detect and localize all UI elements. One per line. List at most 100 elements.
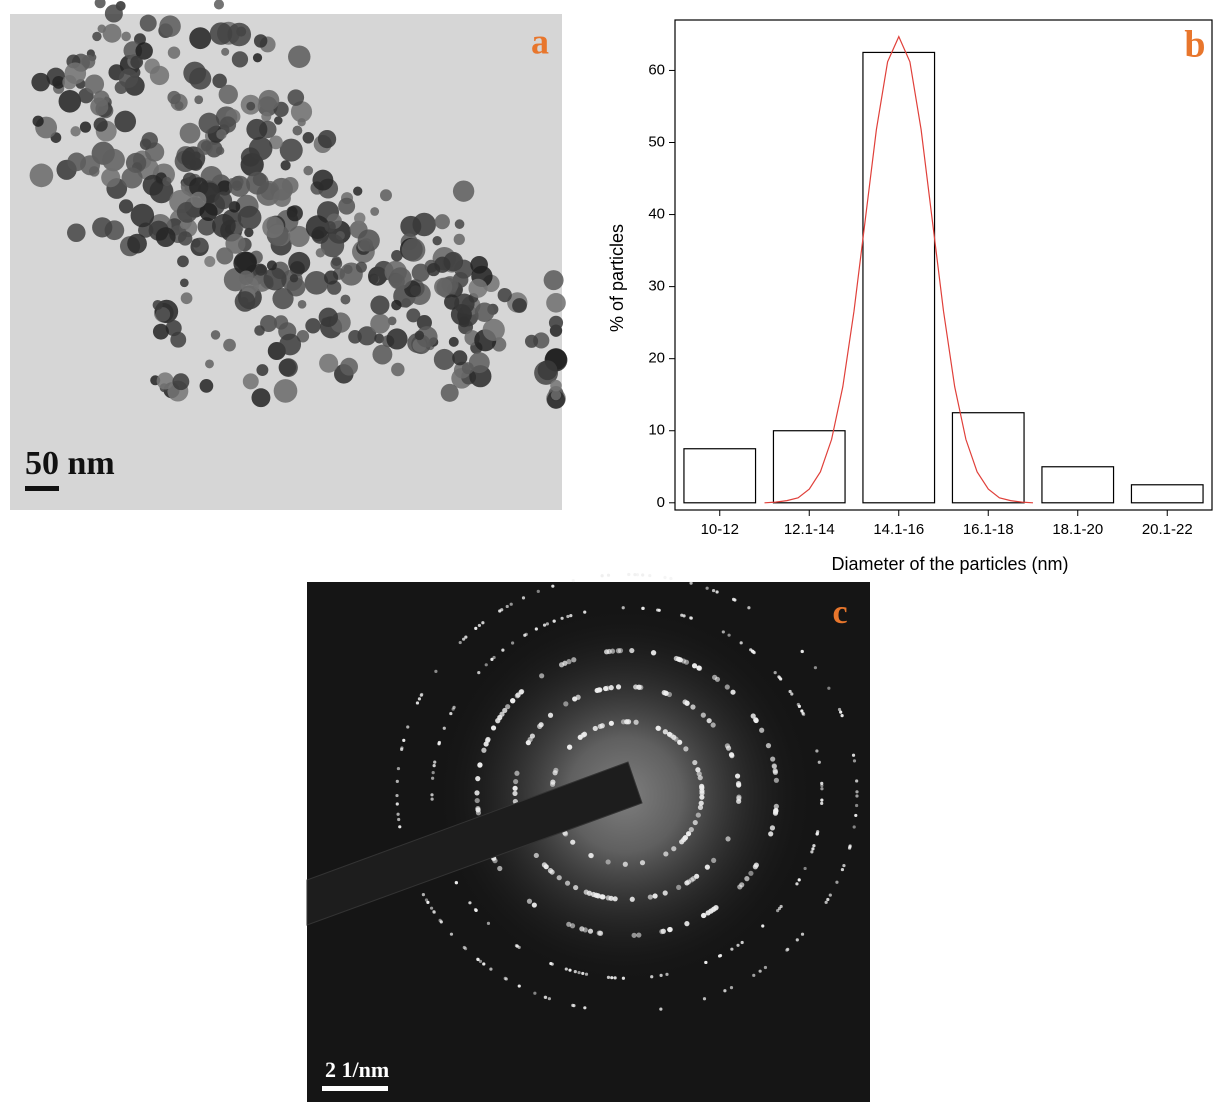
spot bbox=[560, 616, 564, 620]
spot bbox=[752, 973, 756, 977]
x-tick-label: 10-12 bbox=[701, 521, 739, 538]
spot bbox=[820, 798, 824, 802]
particle bbox=[468, 278, 488, 298]
spot bbox=[481, 747, 487, 753]
particle bbox=[273, 379, 298, 403]
spot bbox=[679, 839, 685, 845]
spot bbox=[396, 766, 401, 771]
particle bbox=[70, 126, 81, 137]
particle bbox=[269, 135, 283, 150]
particle bbox=[448, 336, 459, 347]
spot bbox=[610, 976, 614, 980]
particle bbox=[427, 262, 441, 277]
spot bbox=[474, 790, 480, 796]
spot bbox=[513, 778, 519, 785]
particle bbox=[401, 298, 412, 308]
particle bbox=[242, 373, 259, 390]
particle bbox=[180, 292, 193, 305]
panel-label: c bbox=[832, 594, 847, 631]
spot bbox=[684, 921, 690, 927]
spot bbox=[442, 726, 446, 730]
spot bbox=[549, 961, 553, 966]
particle bbox=[279, 333, 302, 356]
spot bbox=[811, 847, 815, 851]
spot bbox=[772, 768, 778, 774]
spot bbox=[800, 709, 804, 713]
spot bbox=[815, 749, 819, 753]
particle bbox=[197, 217, 216, 236]
spot bbox=[812, 844, 816, 848]
particle bbox=[355, 261, 367, 273]
spot bbox=[429, 906, 434, 910]
spot bbox=[608, 895, 614, 901]
spot bbox=[432, 763, 436, 768]
spot bbox=[515, 944, 519, 948]
particle bbox=[391, 362, 405, 377]
fit-curve bbox=[764, 35, 1034, 504]
spot bbox=[744, 876, 750, 882]
particle bbox=[213, 0, 224, 10]
spot bbox=[599, 894, 605, 900]
spot bbox=[484, 738, 491, 744]
particle bbox=[118, 199, 134, 214]
particle bbox=[548, 315, 564, 330]
spot bbox=[692, 759, 698, 766]
particle bbox=[176, 201, 198, 223]
spot bbox=[510, 641, 515, 645]
spot bbox=[556, 875, 562, 881]
spot bbox=[597, 930, 604, 936]
spot bbox=[750, 649, 755, 653]
spot bbox=[584, 972, 589, 976]
x-tick-label: 14.1-16 bbox=[873, 521, 924, 538]
spot bbox=[500, 608, 504, 612]
particle bbox=[391, 249, 403, 262]
spot bbox=[499, 711, 505, 717]
spot bbox=[477, 762, 483, 768]
spot bbox=[495, 718, 501, 724]
spot bbox=[509, 602, 513, 606]
spot bbox=[533, 852, 539, 859]
particle bbox=[454, 293, 475, 314]
spot bbox=[682, 835, 688, 841]
spot bbox=[813, 666, 818, 670]
spot bbox=[697, 775, 703, 781]
spot bbox=[510, 698, 516, 704]
spot bbox=[397, 817, 401, 822]
spot bbox=[710, 722, 716, 728]
spot bbox=[553, 767, 559, 773]
particle bbox=[214, 191, 233, 210]
spot bbox=[802, 712, 806, 717]
particle bbox=[79, 121, 92, 133]
spot bbox=[571, 1003, 575, 1007]
spot bbox=[564, 880, 571, 886]
particle bbox=[216, 129, 227, 140]
spot bbox=[629, 896, 635, 902]
spot bbox=[490, 657, 494, 661]
spot bbox=[824, 900, 828, 904]
spot bbox=[545, 622, 549, 626]
particle bbox=[199, 202, 218, 222]
particle bbox=[64, 62, 87, 85]
spot bbox=[656, 608, 660, 612]
scale-bar bbox=[322, 1086, 388, 1091]
spot bbox=[583, 610, 587, 614]
spot bbox=[489, 967, 493, 971]
spot bbox=[730, 689, 736, 695]
particle bbox=[550, 390, 562, 401]
spot bbox=[633, 573, 637, 577]
particle bbox=[251, 388, 271, 408]
spot bbox=[620, 719, 627, 725]
spot bbox=[704, 864, 710, 870]
spot bbox=[613, 976, 617, 980]
beam-stopper bbox=[306, 761, 643, 926]
spot bbox=[712, 674, 718, 680]
particle bbox=[92, 217, 113, 238]
spot bbox=[840, 867, 845, 872]
spot bbox=[566, 614, 570, 619]
particle bbox=[368, 273, 379, 284]
spot bbox=[641, 606, 645, 610]
spot bbox=[526, 898, 533, 904]
particle bbox=[432, 236, 442, 246]
particle bbox=[177, 255, 189, 268]
